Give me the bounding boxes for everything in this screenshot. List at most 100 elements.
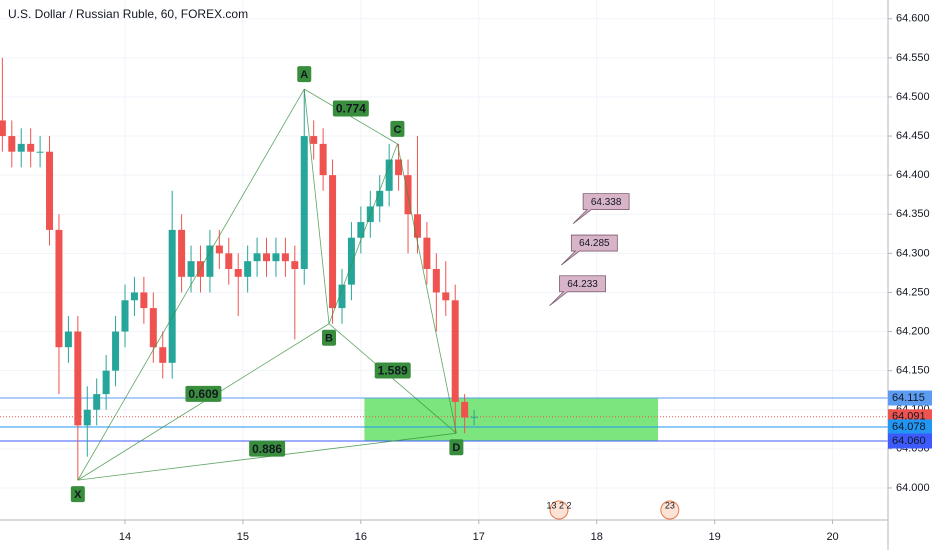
candle-body: [234, 268, 242, 277]
point-label: A: [300, 69, 308, 81]
callout-label: 64.338: [591, 197, 622, 208]
y-tick-label: 64.150: [896, 365, 930, 377]
callout-box: [572, 193, 630, 224]
ratio-label: 0.886: [252, 442, 282, 456]
candle-body: [319, 143, 327, 176]
pattern-leg: [397, 143, 457, 434]
candle-body: [140, 292, 148, 309]
y-tick-label: 64.200: [896, 325, 930, 337]
candle-body: [470, 416, 478, 418]
candle-body: [17, 143, 25, 152]
candle-body: [413, 214, 421, 238]
price-label: 64.078: [892, 421, 926, 433]
ratio-label: 0.609: [188, 387, 218, 401]
candle-body: [395, 159, 403, 176]
price-label: 64.115: [892, 392, 925, 404]
x-tick-label: 18: [591, 531, 603, 543]
candle-body: [272, 253, 280, 262]
y-tick-label: 64.350: [896, 208, 930, 220]
candle-body: [102, 370, 110, 395]
event-label: 23: [665, 500, 675, 510]
candle-body: [432, 268, 440, 293]
callout-box: [561, 234, 618, 266]
candle-body: [206, 245, 214, 277]
candle-body: [385, 159, 393, 191]
y-tick-label: 64.250: [896, 286, 930, 298]
candle-body: [27, 143, 35, 152]
event-label: 13 2 2: [546, 500, 571, 510]
candle-body: [8, 136, 16, 152]
ratio-label: 0.774: [336, 102, 366, 116]
candle-body: [461, 401, 469, 418]
x-tick-label: 15: [237, 531, 249, 543]
candle-body: [149, 308, 157, 348]
candle-body: [338, 284, 346, 309]
candle-body: [74, 331, 82, 426]
pattern-leg: [77, 88, 305, 481]
price-label-box: [888, 433, 932, 449]
candle-body: [423, 237, 431, 269]
x-tick-label: 17: [473, 531, 485, 543]
chart-title: U.S. Dollar / Russian Ruble, 60, FOREX.c…: [8, 7, 248, 21]
ratio-badge: [374, 362, 411, 379]
candle-body: [263, 253, 271, 262]
candle-body: [225, 253, 233, 269]
candle-body: [291, 261, 299, 269]
x-tick-label: 19: [709, 531, 721, 543]
candle-body: [121, 300, 129, 332]
candle-body: [0, 120, 6, 137]
event-icon: [660, 500, 680, 520]
candle-body: [64, 331, 72, 348]
candle-body: [178, 229, 186, 277]
candle-body: [442, 292, 450, 301]
y-tick-label: 64.600: [896, 13, 930, 25]
y-tick-label: 64.500: [896, 91, 930, 103]
candle-body: [329, 175, 337, 309]
pattern-leg: [328, 143, 398, 324]
ratio-badge: [249, 440, 286, 457]
candle-body: [347, 237, 355, 285]
candle-body: [93, 394, 101, 410]
ratio-badge: [185, 385, 222, 402]
x-tick-label: 20: [826, 531, 838, 543]
candle-body: [36, 151, 44, 153]
y-tick-label: 64.400: [896, 169, 930, 181]
candle-body: [451, 300, 459, 402]
candle-body: [281, 253, 289, 262]
candle-body: [300, 136, 308, 269]
candle-body: [168, 229, 176, 363]
x-tick-label: 16: [355, 531, 367, 543]
pattern-leg: [303, 89, 330, 324]
candle-body: [130, 292, 138, 301]
candle-body: [244, 261, 252, 277]
callout-label: 64.285: [579, 238, 610, 249]
y-tick-label: 64.550: [896, 52, 930, 64]
candle-body: [112, 331, 120, 371]
candle-body: [159, 347, 167, 363]
callout-box: [549, 275, 606, 307]
event-icon: [549, 500, 569, 520]
ratio-badge: [332, 100, 369, 117]
y-tick-label: 64.450: [896, 130, 930, 142]
candle-body: [55, 229, 63, 348]
point-label: B: [325, 333, 333, 345]
point-label: D: [452, 442, 460, 454]
point-badge: [70, 486, 85, 503]
point-badge: [390, 120, 405, 137]
ratio-label: 1.589: [378, 364, 408, 378]
candle-body: [357, 222, 365, 238]
candle-body: [215, 245, 223, 254]
callout-label: 64.233: [567, 279, 598, 290]
candle-body: [83, 409, 91, 426]
point-label: C: [393, 124, 401, 136]
candle-body: [187, 261, 195, 277]
price-label-box: [888, 390, 932, 406]
point-badge: [322, 329, 337, 346]
x-tick-label: 14: [119, 531, 131, 543]
target-zone: [364, 398, 659, 442]
y-tick-label: 64.000: [896, 482, 930, 494]
price-label: 64.060: [892, 435, 926, 447]
point-label: X: [74, 489, 82, 501]
price-label-box: [888, 419, 932, 435]
